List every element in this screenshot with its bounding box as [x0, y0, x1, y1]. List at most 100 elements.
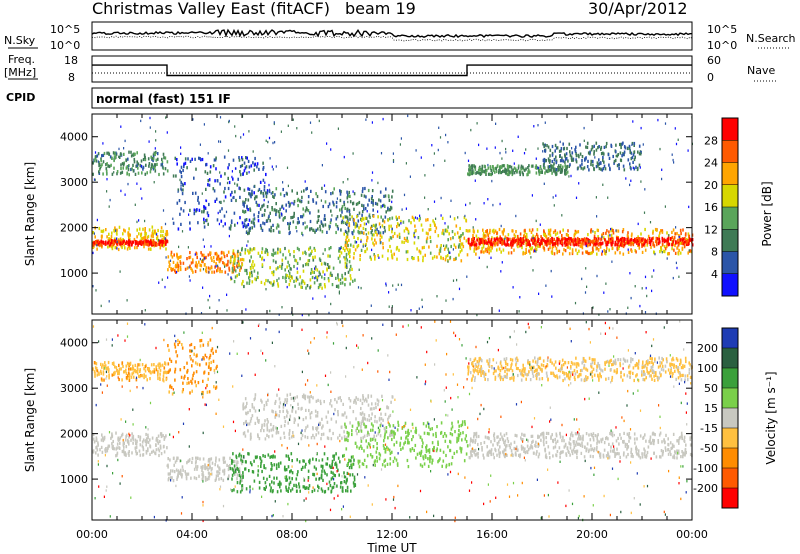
power-cell [403, 236, 406, 241]
power-cell [568, 252, 571, 256]
power-noise-cell [643, 211, 646, 214]
power-cell [128, 235, 130, 240]
velocity-cell [265, 400, 268, 404]
velocity-cell [387, 406, 390, 410]
velocity-cell [137, 368, 139, 372]
power-cell [546, 239, 549, 243]
power-cell [275, 187, 278, 191]
power-cell [632, 240, 635, 244]
power-cell [610, 240, 612, 244]
power-cell [478, 166, 481, 170]
velocity-cell [177, 456, 179, 460]
power-cell [523, 239, 525, 243]
power-cell [545, 159, 547, 163]
velocity-cell [362, 436, 364, 440]
power-cell [563, 241, 566, 245]
velocity-cell [380, 417, 383, 421]
velocity-cell [288, 432, 291, 436]
power-cell [247, 208, 249, 212]
power-cell [588, 168, 590, 172]
power-cell [248, 231, 250, 235]
velocity-cell [338, 473, 340, 477]
power-cell [112, 240, 114, 244]
noise-left-tick-bottom: 10^0 [50, 39, 80, 52]
velocity-cell [309, 458, 311, 462]
velocity-cell [149, 370, 152, 374]
power-cell [652, 231, 654, 235]
velocity-cell [101, 450, 104, 454]
power-cell [135, 164, 137, 168]
velocity-cell [333, 457, 335, 461]
power-cell [616, 164, 619, 168]
power-cell [512, 171, 514, 175]
power-cell [638, 152, 641, 156]
power-cell [237, 249, 239, 253]
velocity-cell [263, 422, 266, 427]
power-cell [517, 241, 520, 245]
power-cell [459, 226, 461, 231]
velocity-cell [244, 397, 247, 401]
power-cell [151, 243, 153, 247]
velocity-cell [193, 467, 196, 471]
power-cell [411, 256, 413, 260]
velocity-cell [118, 372, 120, 376]
power-cell [646, 243, 649, 247]
velocity-cell [186, 381, 188, 385]
velocity-cell [267, 453, 270, 457]
freq-trace [92, 64, 692, 77]
velocity-cell [285, 468, 288, 472]
power-cell [623, 239, 626, 243]
station-title: Christmas Valley East (fitACF) [92, 0, 330, 18]
power-cell [215, 197, 218, 201]
power-cell [105, 242, 107, 246]
power-cell [520, 167, 523, 171]
velocity-cell [258, 419, 260, 423]
power-cell [630, 240, 632, 244]
power-cell [158, 242, 160, 246]
power-cell [113, 166, 115, 170]
velocity-cell [278, 405, 281, 409]
power-noise-cell [263, 258, 265, 262]
power-cell [277, 284, 280, 288]
power-cell [293, 199, 296, 204]
power-cell [203, 205, 205, 209]
power-cell [337, 256, 340, 260]
power-noise-cell [162, 209, 165, 212]
power-cell [266, 219, 268, 223]
power-cell [161, 160, 164, 164]
power-cell [551, 151, 554, 156]
velocity-cell [337, 436, 339, 440]
velocity-cell [146, 439, 148, 443]
power-cell [671, 230, 673, 234]
power-cell [343, 232, 345, 236]
velocity-cell [243, 431, 246, 435]
power-cell [513, 166, 516, 170]
power-cell [249, 274, 251, 279]
power-cell [650, 239, 653, 243]
power-cell [245, 198, 247, 202]
power-cell [346, 216, 349, 220]
power-cell [214, 199, 216, 203]
power-cell [301, 285, 303, 289]
velocity-cell [176, 456, 178, 460]
velocity-cell [277, 431, 280, 435]
power-noise-cell [158, 281, 160, 284]
velocity-cell [332, 431, 334, 436]
power-cell [219, 182, 221, 186]
velocity-cell [188, 458, 191, 462]
power-noise-cell [537, 166, 539, 170]
velocity-cell [208, 390, 211, 394]
power-cell [601, 168, 604, 172]
power-noise-cell [273, 122, 275, 126]
power-noise-cell [269, 281, 271, 284]
power-cell [475, 247, 478, 251]
power-cell [234, 258, 236, 262]
power-cell [347, 226, 350, 230]
power-cell [344, 206, 346, 210]
power-noise-cell [93, 178, 96, 181]
velocity-cell [288, 436, 291, 440]
power-cell [258, 203, 260, 207]
power-noise-cell [512, 149, 514, 152]
power-cell [275, 202, 277, 206]
velocity-cell [138, 363, 141, 367]
